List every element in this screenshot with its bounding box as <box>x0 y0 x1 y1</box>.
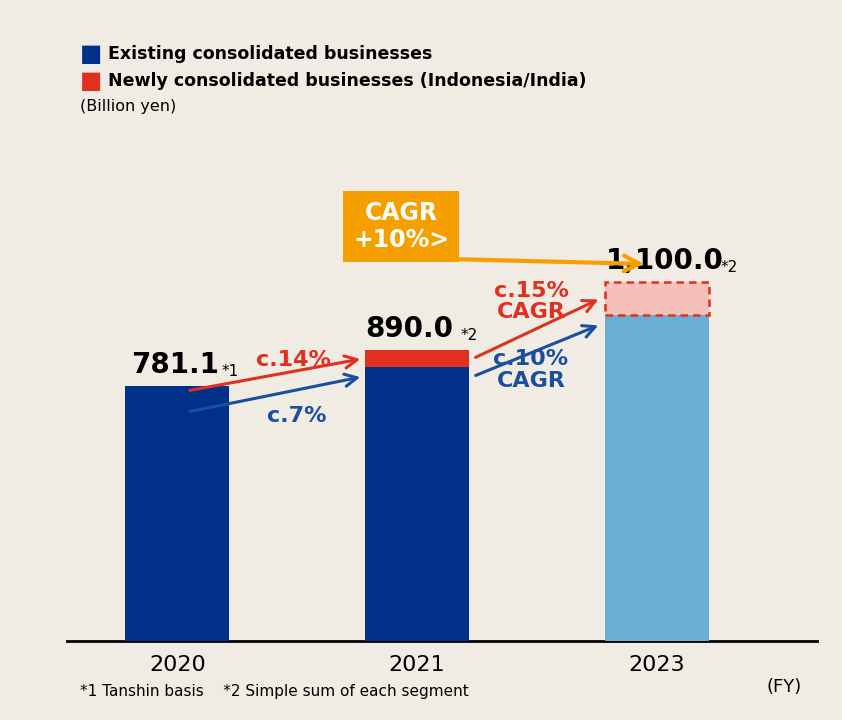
Bar <box>365 351 469 366</box>
Text: ■: ■ <box>80 42 103 66</box>
Bar <box>365 366 469 641</box>
Bar <box>605 282 709 315</box>
Text: ■: ■ <box>80 68 103 93</box>
Bar <box>605 315 709 641</box>
Text: *2: *2 <box>461 328 478 343</box>
Text: *1: *1 <box>221 364 238 379</box>
Text: 890.0: 890.0 <box>365 315 453 343</box>
Text: CAGR
+10%>: CAGR +10%> <box>353 201 449 253</box>
Text: 1,100.0: 1,100.0 <box>606 247 724 275</box>
Bar <box>605 282 709 315</box>
Text: Newly consolidated businesses (Indonesia/India): Newly consolidated businesses (Indonesia… <box>108 71 586 89</box>
Text: c.10%
CAGR: c.10% CAGR <box>493 349 568 391</box>
Text: *2: *2 <box>721 260 738 275</box>
Text: (FY): (FY) <box>767 678 802 696</box>
Text: Existing consolidated businesses: Existing consolidated businesses <box>108 45 432 63</box>
Text: *1 Tanshin basis    *2 Simple sum of each segment: *1 Tanshin basis *2 Simple sum of each s… <box>80 684 469 698</box>
Text: c.14%: c.14% <box>256 350 331 370</box>
Text: c.7%: c.7% <box>268 405 327 426</box>
Text: c.15%
CAGR: c.15% CAGR <box>493 281 568 323</box>
Text: 781.1: 781.1 <box>131 351 219 379</box>
Text: (Billion yen): (Billion yen) <box>80 99 176 114</box>
Bar <box>125 386 229 641</box>
